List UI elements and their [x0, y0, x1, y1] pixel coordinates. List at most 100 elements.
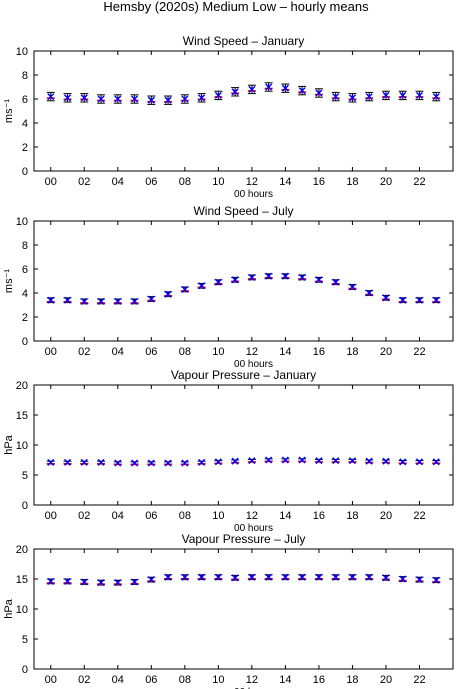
x-marker [315, 573, 323, 581]
y-tick-label: 5 [22, 470, 28, 482]
y-axis-label: ms⁻¹ [3, 269, 15, 293]
x-tick-label: 10 [212, 510, 224, 522]
x-marker [382, 574, 390, 582]
data-point [197, 573, 206, 581]
data-point [46, 458, 55, 466]
y-tick-label: 20 [16, 544, 28, 556]
y-tick-label: 10 [16, 440, 28, 452]
data-point [264, 573, 273, 581]
x-tick-label: 16 [313, 176, 325, 188]
x-marker [198, 458, 206, 466]
data-point [432, 296, 441, 304]
data-point [97, 94, 106, 104]
x-axis-label: 00 hours [234, 189, 273, 200]
x-tick-label: 14 [279, 674, 291, 686]
x-tick-label: 12 [246, 510, 258, 522]
x-marker [231, 88, 239, 96]
x-tick-label: 06 [145, 510, 157, 522]
data-point [63, 296, 72, 304]
y-tick-label: 4 [22, 288, 28, 300]
y-tick-label: 8 [22, 70, 28, 82]
y-tick-label: 0 [22, 336, 28, 348]
x-marker [231, 574, 239, 582]
plot-area [33, 548, 454, 670]
x-tick-label: 02 [78, 510, 90, 522]
y-tick-label: 10 [16, 46, 28, 58]
x-marker [281, 456, 289, 464]
x-marker [415, 91, 424, 99]
data-point [365, 573, 374, 581]
x-marker [265, 456, 273, 464]
panel-title: Vapour Pressure – January [171, 368, 316, 382]
x-axis-label: 00 hours [234, 687, 273, 689]
data-point [147, 576, 156, 584]
x-marker [265, 272, 273, 280]
data-point [147, 95, 156, 105]
data-point [130, 459, 139, 467]
x-marker [298, 273, 306, 281]
data-point [197, 93, 206, 103]
data-point [331, 573, 340, 581]
x-marker [432, 93, 440, 101]
x-marker [298, 87, 306, 95]
x-marker [181, 459, 189, 467]
data-point [63, 577, 72, 585]
x-tick-label: 22 [413, 674, 425, 686]
data-point [214, 90, 223, 101]
data-point [298, 273, 307, 281]
x-tick-label: 16 [313, 674, 325, 686]
x-marker [80, 458, 88, 466]
data-point [63, 458, 72, 466]
data-point [164, 290, 173, 298]
x-marker [114, 459, 122, 467]
data-point [398, 90, 407, 101]
x-marker [131, 459, 139, 467]
x-marker [181, 573, 189, 581]
x-tick-label: 20 [380, 674, 392, 686]
data-point [247, 457, 256, 465]
x-marker [231, 457, 239, 465]
x-marker [63, 94, 72, 102]
y-tick-label: 4 [22, 118, 28, 130]
data-point [415, 90, 424, 101]
data-point [113, 579, 122, 587]
x-marker [365, 93, 373, 101]
x-marker [399, 458, 407, 466]
data-point [298, 456, 307, 464]
data-point [432, 458, 441, 466]
x-tick-label: 04 [112, 510, 124, 522]
data-point [298, 573, 307, 581]
x-marker [97, 458, 105, 466]
x-marker [382, 457, 390, 465]
x-marker [415, 458, 424, 466]
data-point [214, 573, 223, 581]
x-marker [432, 576, 440, 584]
data-point [314, 88, 323, 98]
data-point [80, 297, 89, 305]
x-tick-label: 12 [246, 674, 258, 686]
x-marker [315, 457, 323, 465]
x-tick-label: 20 [380, 176, 392, 188]
x-marker [248, 573, 256, 581]
x-marker [348, 283, 356, 291]
x-marker [332, 573, 340, 581]
data-point [331, 457, 340, 465]
x-marker [47, 458, 55, 466]
x-marker [248, 273, 256, 281]
x-marker [214, 91, 222, 99]
x-marker [348, 573, 356, 581]
data-point [432, 576, 441, 584]
panel-title: Wind Speed – January [183, 34, 304, 48]
x-marker [80, 578, 88, 586]
x-tick-label: 04 [112, 674, 124, 686]
data-point [164, 459, 173, 467]
data-point [130, 297, 139, 305]
data-point [214, 278, 223, 286]
y-axis-label: ms⁻¹ [3, 99, 15, 123]
x-marker [399, 296, 407, 304]
x-tick-label: 10 [212, 346, 224, 358]
data-point [348, 573, 357, 581]
